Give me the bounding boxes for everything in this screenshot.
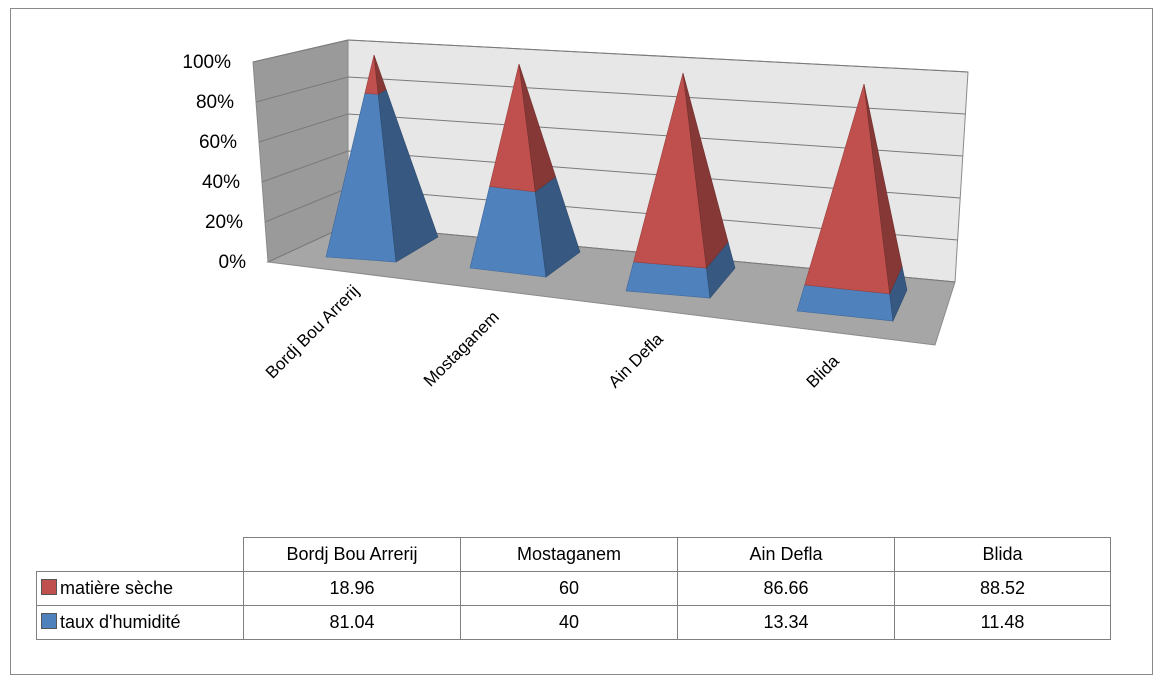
table-corner (36, 537, 244, 572)
data-table: Bordj Bou Arrerij Mostaganem Ain Defla B… (36, 537, 1111, 640)
table-row-header: matière sèche (36, 571, 244, 606)
table-cell: 13.34 (677, 605, 895, 640)
x-tick-label: Mostaganem (420, 307, 503, 390)
y-tick-label: 40% (202, 172, 240, 193)
pyramid-segment-matiere-seche-side (682, 72, 729, 269)
gridline-side (258, 113, 349, 143)
gridline-side (264, 187, 349, 223)
table-row: taux d'humidité 81.04 40 13.34 11.48 (36, 605, 1111, 640)
table-header-cell: Ain Defla (677, 537, 895, 572)
table-cell: 86.66 (677, 571, 895, 606)
pyramid-segment-matiere-seche-side (518, 63, 556, 193)
y-tick-label: 80% (196, 92, 234, 113)
table-cell: 60 (460, 571, 678, 606)
gridline-side (255, 76, 349, 103)
x-tick-label: Blida (803, 351, 844, 392)
gridline (347, 39, 969, 73)
gridline-side (261, 150, 349, 183)
table-cell: 40 (460, 605, 678, 640)
x-tick-label: Bordj Bou Arrerij (262, 281, 363, 382)
legend-key-taux-humidite (41, 613, 57, 629)
y-tick-label: 0% (219, 252, 247, 273)
row-label: matière sèche (60, 578, 174, 598)
y-tick-label: 20% (205, 212, 243, 233)
y-tick-label: 60% (199, 132, 237, 153)
table-cell: 81.04 (243, 605, 461, 640)
table-row: matière sèche 18.96 60 86.66 88.52 (36, 571, 1111, 606)
gridline-side (252, 39, 349, 63)
table-header-cell: Bordj Bou Arrerij (243, 537, 461, 572)
pyramid-segment-matiere-seche-side (863, 83, 903, 295)
pyramid-segment-matiere-seche-side (373, 54, 387, 95)
table-cell: 18.96 (243, 571, 461, 606)
row-label: taux d'humidité (60, 612, 181, 632)
table-header-row: Bordj Bou Arrerij Mostaganem Ain Defla B… (36, 537, 1111, 572)
table-cell: 11.48 (894, 605, 1111, 640)
table-header-cell: Blida (894, 537, 1111, 572)
x-tick-label: Ain Defla (605, 329, 668, 392)
table-cell: 88.52 (894, 571, 1111, 606)
table-row-header: taux d'humidité (36, 605, 244, 640)
legend-key-matiere-seche (41, 579, 57, 595)
y-tick-label: 100% (182, 52, 231, 73)
table-header-cell: Mostaganem (460, 537, 678, 572)
